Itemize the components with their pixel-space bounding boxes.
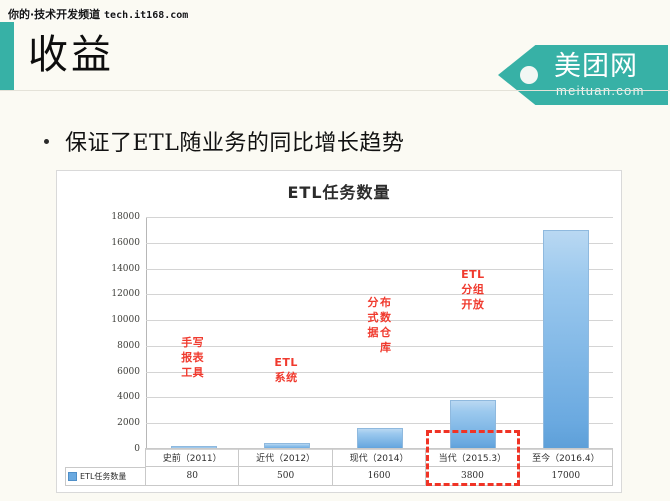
annotation-line: 手写 [181, 336, 205, 349]
annotation-char: 分 [367, 296, 379, 309]
y-axis-tick-label: 8000 [117, 340, 140, 351]
bar-slot [520, 217, 613, 449]
site-watermark: 你的·技术开发频道 tech.it168.com [8, 6, 188, 22]
table-column: 近代（2012） 500 [239, 448, 333, 486]
chart-panel: ETL任务数量 0 2000 4000 6000 8000 10000 12000 14000… [56, 170, 622, 493]
y-axis-tick-label: 12000 [111, 289, 140, 300]
chart-plot-area: 0 2000 4000 6000 8000 10000 12000 14000 16000 180… [111, 212, 613, 454]
legend-entry: ETL任务数量 [65, 467, 146, 486]
bar-slot [240, 217, 333, 449]
chart-annotation: 手写 报表 工具 [181, 335, 204, 380]
y-axis-tick-label: 10000 [111, 315, 140, 326]
y-axis-tick-label: 0 [134, 444, 140, 454]
bullet-text: 保证了ETL随业务的同比增长趋势 [65, 131, 405, 156]
gridline: 4000 [117, 392, 613, 402]
y-axis-tick-label: 18000 [111, 212, 140, 222]
annotation-line: ETL [274, 356, 298, 369]
meituan-logo: 美团网 meituan.com [498, 45, 668, 105]
chart-annotation: ETL 分组开放 [461, 267, 485, 312]
gridline: 2000 [117, 418, 613, 428]
table-column: 现代（2014） 1600 [332, 448, 427, 486]
table-value-cell: 3800 [426, 467, 520, 486]
table-column: 史前（2011） 80 [146, 448, 240, 486]
table-value-cell: 17000 [519, 467, 614, 486]
legend-color-swatch-icon [68, 472, 77, 481]
annotation-column: 分式据 [368, 295, 380, 355]
bar[interactable] [450, 400, 497, 449]
table-columns: 史前（2011） 80 近代（2012） 500 现代（2014） 1600 当代（2015… [146, 448, 614, 486]
bullet-row: 保证了ETL随业务的同比增长趋势 [44, 130, 404, 158]
bar[interactable] [170, 446, 217, 449]
gridline: 10000 [111, 315, 613, 325]
table-header-cell: 现代（2014） [332, 448, 427, 467]
table-column: 当代（2015.3） 3800 [426, 448, 520, 486]
annotation-line: ETL [461, 268, 485, 281]
table-column: 至今（2016.4） 17000 [519, 448, 614, 486]
page-title: 收益 [28, 32, 114, 78]
legend-column: ETL任务数量 [65, 448, 146, 486]
annotation-char: 据 [367, 326, 379, 339]
title-accent-bar [0, 22, 14, 90]
bar-series [147, 217, 613, 449]
chart-annotation: 分式据布数仓库 [368, 295, 392, 355]
slide-header: 收益 美团网 meituan.com [0, 22, 670, 105]
table-value-cell: 80 [146, 467, 240, 486]
gridline: 14000 [111, 264, 613, 274]
table-value-cell: 500 [239, 467, 333, 486]
gridline: 0 [134, 444, 613, 454]
watermark-url: tech.it168.com [104, 10, 189, 21]
bullet-dot-icon [44, 139, 49, 144]
table-header-cell: 当代（2015.3） [426, 448, 520, 467]
logo-domain: meituan.com [556, 83, 645, 98]
chart-annotation: ETL 系统 [274, 355, 298, 385]
gridline: 8000 [117, 341, 613, 351]
table-header-cell: 近代（2012） [239, 448, 333, 467]
y-axis-tick-label: 2000 [117, 418, 140, 429]
bar[interactable] [357, 428, 403, 449]
bar[interactable] [543, 229, 590, 449]
y-axis-line [146, 217, 147, 449]
annotation-line: 系统 [274, 371, 298, 384]
table-header-cell: 史前（2011） [146, 448, 240, 467]
header-divider [0, 90, 670, 91]
bar[interactable] [263, 442, 310, 449]
annotation-line: 分组 [461, 283, 485, 296]
chart-data-table: ETL任务数量 史前（2011） 80 近代（2012） 500 现代（2014） 160… [65, 430, 614, 486]
gridline: 6000 [117, 367, 613, 377]
gridline: 12000 [111, 289, 613, 299]
y-axis-tick-label: 16000 [111, 237, 140, 248]
legend-spacer [65, 448, 146, 467]
legend-label: ETL任务数量 [80, 472, 127, 481]
annotation-line: 开放 [461, 298, 485, 311]
annotation-line: 报表 [181, 351, 205, 364]
annotation-char: 数 [380, 311, 392, 324]
watermark-channel: 你的·技术开发频道 [8, 8, 101, 21]
annotation-char: 式 [367, 311, 379, 324]
table-value-cell: 1600 [332, 467, 427, 486]
chart-title: ETL任务数量 [287, 183, 391, 202]
y-axis-tick-label: 14000 [111, 263, 140, 274]
logo-chinese-name: 美团网 [554, 51, 638, 82]
annotation-char: 布 [380, 296, 392, 309]
annotation-line: 工具 [181, 366, 205, 379]
y-axis-tick-label: 4000 [117, 392, 140, 403]
annotation-char: 库 [380, 341, 392, 354]
bar-slot [427, 217, 520, 449]
logo-hole-icon [520, 66, 538, 84]
annotation-column: 布数仓库 [380, 295, 392, 355]
bar-slot [147, 217, 240, 449]
y-axis-tick-label: 6000 [117, 366, 140, 377]
gridline: 18000 [111, 212, 613, 222]
gridline: 16000 [111, 238, 613, 248]
annotation-char: 仓 [380, 326, 392, 339]
table-header-cell: 至今（2016.4） [519, 448, 614, 467]
bar-slot [333, 217, 426, 449]
